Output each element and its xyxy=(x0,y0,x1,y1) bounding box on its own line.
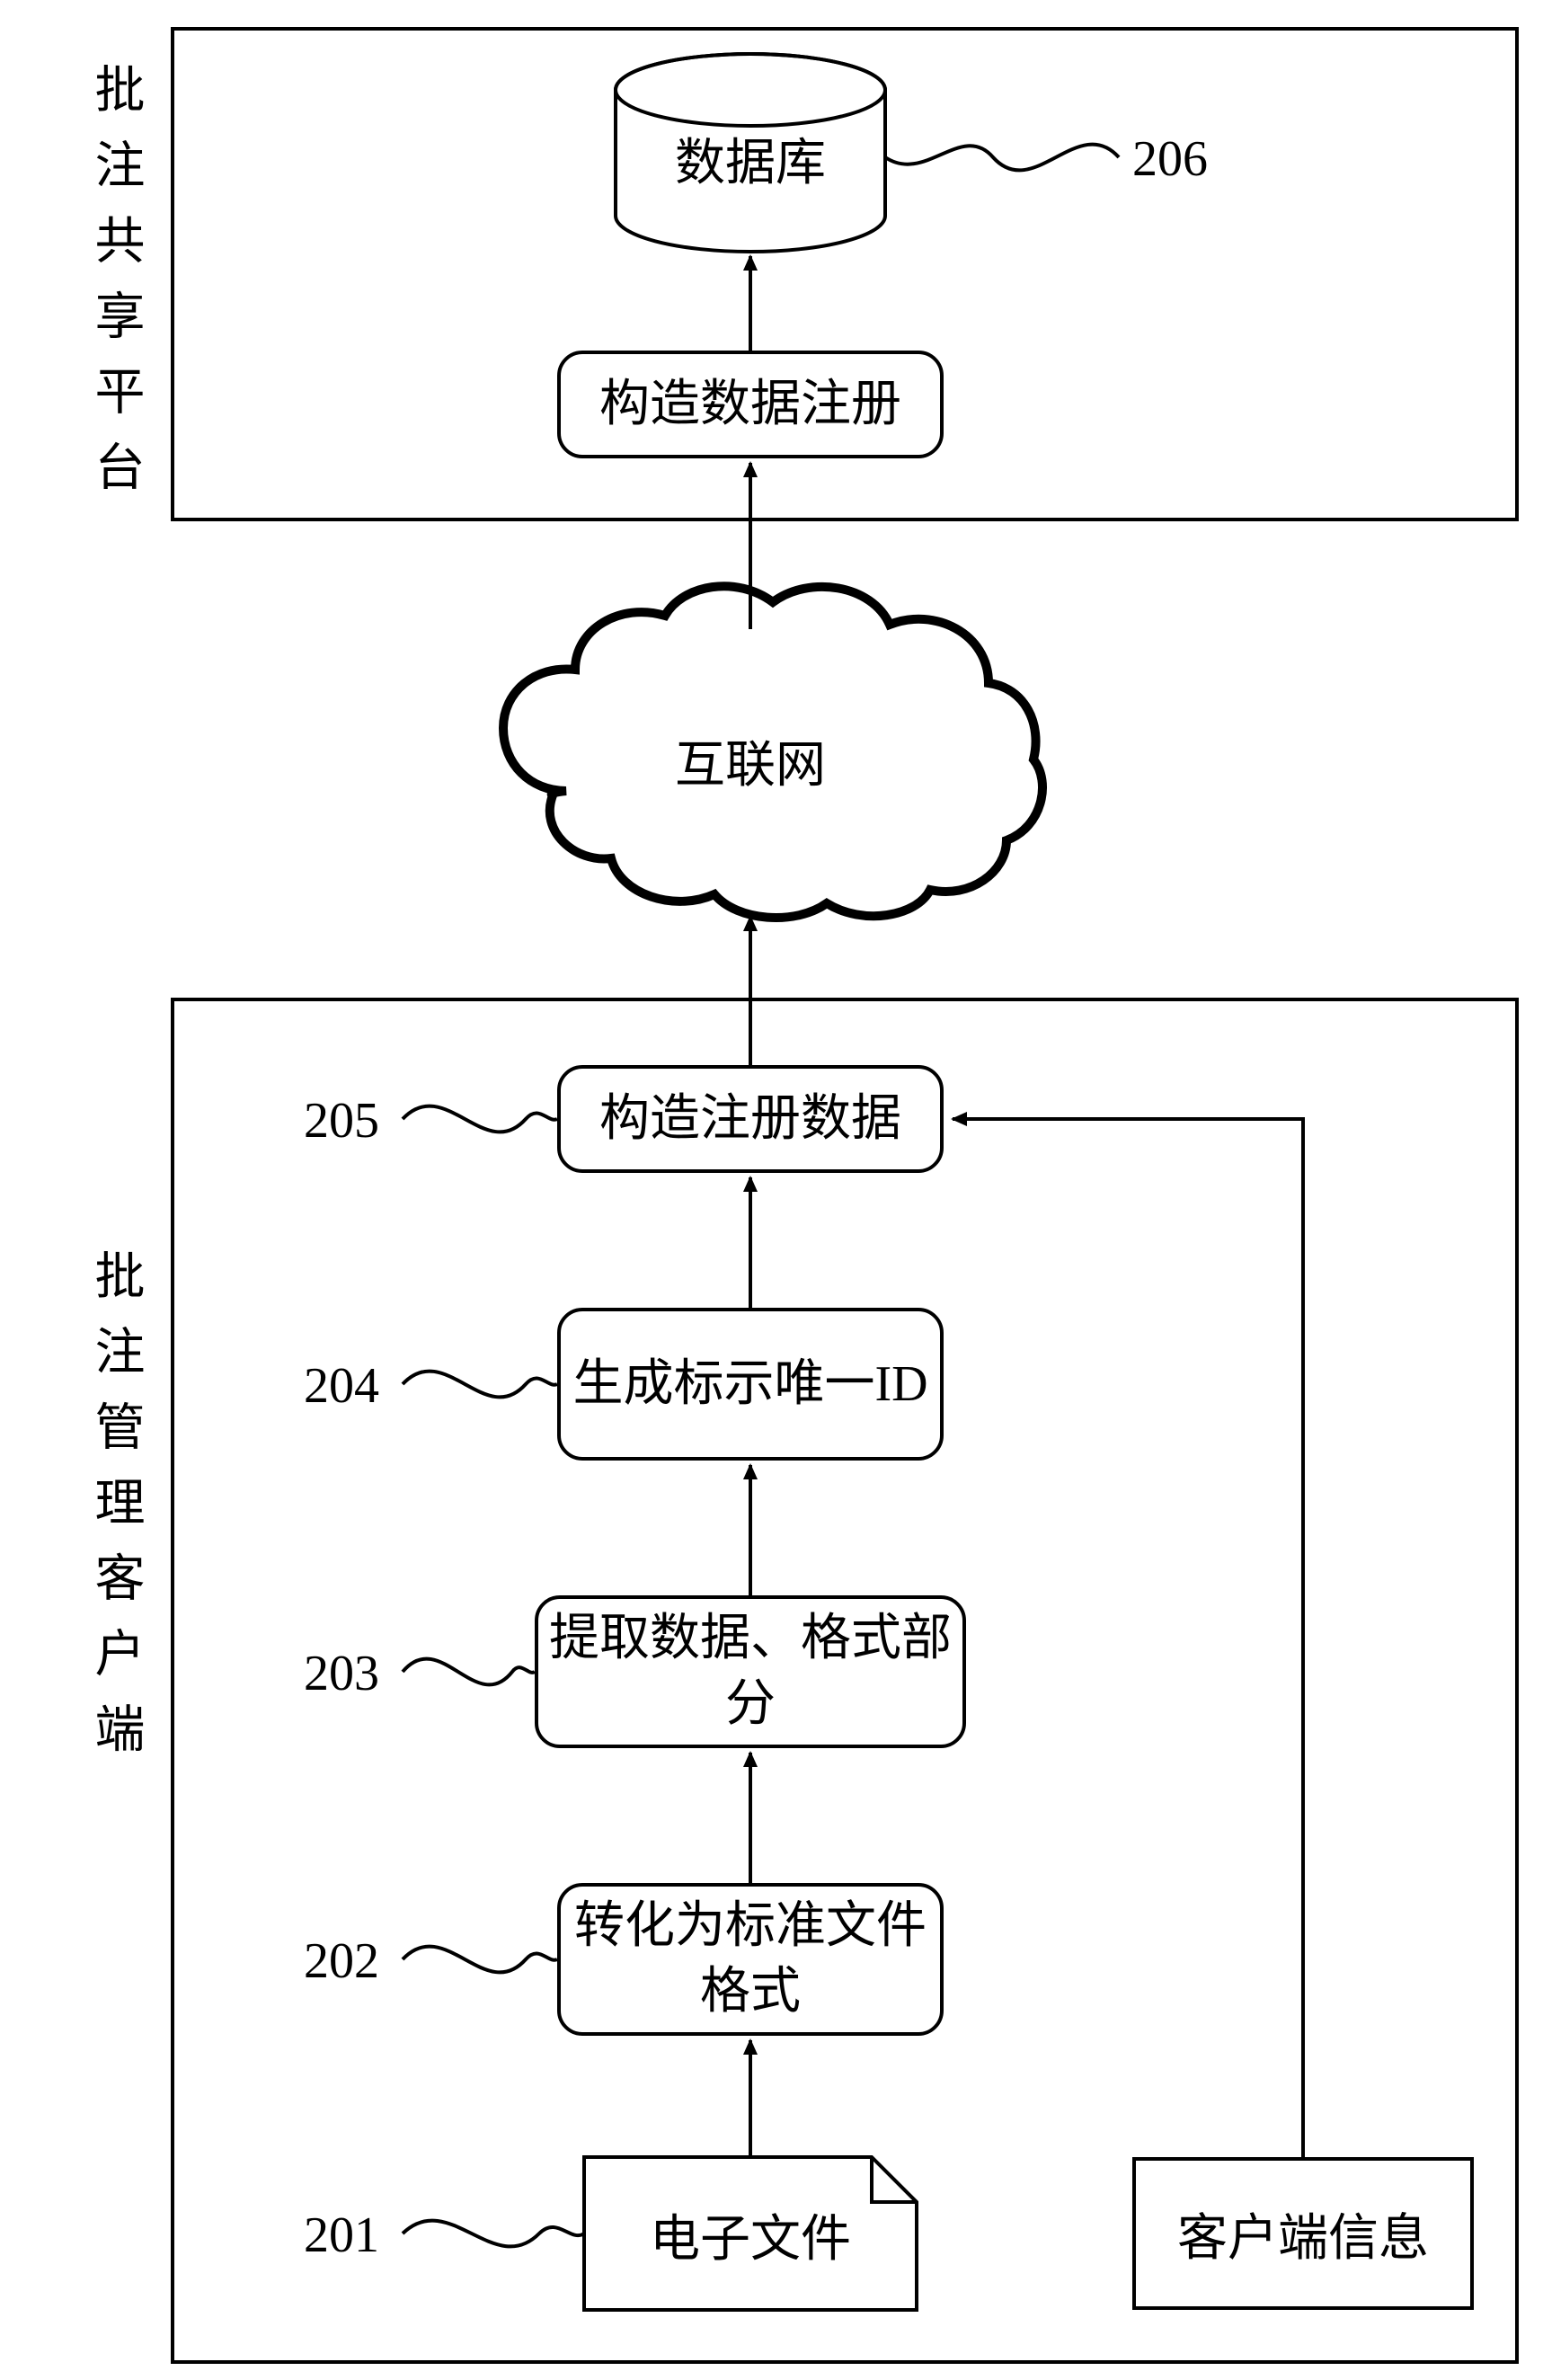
node-extract: 提取数据、格式部分 xyxy=(535,1595,966,1748)
ref-201: 201 xyxy=(304,2207,379,2264)
node-convert-label: 转化为标准文件格式 xyxy=(568,1894,933,2025)
node-convert: 转化为标准文件格式 xyxy=(557,1883,944,2036)
bottom-container-label: 批注管理客户端 xyxy=(79,1249,152,1778)
node-client-info-label: 客户端信息 xyxy=(1177,2198,1429,2270)
ref-202: 202 xyxy=(304,1932,379,1990)
ref-204: 204 xyxy=(304,1357,379,1415)
top-container-label: 批注共享平台 xyxy=(79,63,152,516)
ref-203: 203 xyxy=(304,1645,379,1702)
cloud-label: 互联网 xyxy=(675,738,826,794)
ref-205: 205 xyxy=(304,1092,379,1150)
diagram-canvas: 批注共享平台 批注管理客户端 构造数据注册 构造注册数据 生成标示唯一ID 提取… xyxy=(0,0,1543,2380)
cloud-icon: 互联网 xyxy=(503,586,1042,918)
node-register-label: 构造数据注册 xyxy=(599,372,901,438)
node-gen-id-label: 生成标示唯一ID xyxy=(572,1352,927,1417)
node-gen-id: 生成标示唯一ID xyxy=(557,1308,944,1461)
node-build-reg-label: 构造注册数据 xyxy=(599,1087,901,1152)
node-build-reg: 构造注册数据 xyxy=(557,1065,944,1173)
ref-206: 206 xyxy=(1132,130,1208,188)
node-client-info: 客户端信息 xyxy=(1132,2157,1474,2310)
node-register: 构造数据注册 xyxy=(557,351,944,458)
node-extract-label: 提取数据、格式部分 xyxy=(545,1606,955,1737)
